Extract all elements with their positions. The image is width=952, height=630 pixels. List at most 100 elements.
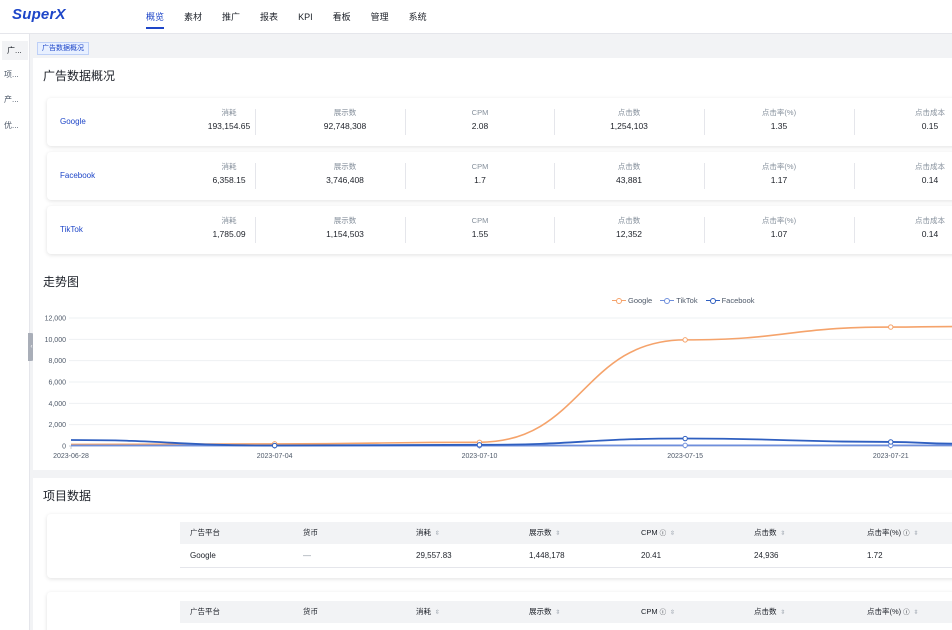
column-header-cpm[interactable]: CPM ⓘ ⇳: [641, 522, 675, 545]
sort-icon[interactable]: ⇳: [670, 531, 676, 537]
info-icon[interactable]: ⓘ: [659, 530, 667, 537]
metric-label: 点击率(%): [761, 162, 797, 171]
platform-name: TikTok: [60, 225, 83, 234]
breadcrumb-tag-ad-overview[interactable]: 广告数据概况: [37, 42, 89, 55]
metric-value: 12,352: [616, 229, 642, 239]
metric-value: 6,358.15: [212, 175, 246, 185]
metric-spend: 消耗 6,358.15: [154, 161, 304, 187]
x-tick-label: 2023-07-15: [667, 453, 703, 460]
nav-item-promotion[interactable]: 推广: [222, 12, 241, 22]
metric-spend: 消耗 1,785.09: [154, 215, 304, 241]
sort-icon[interactable]: ⇳: [555, 610, 561, 616]
sidebar-item-ad-overview[interactable]: 广...: [2, 41, 28, 60]
column-header-label: 消耗: [416, 528, 431, 537]
metric-spend: 消耗 193,154.65: [154, 107, 304, 133]
column-header-label: 点击率(%): [867, 607, 902, 616]
sort-icon[interactable]: ⇳: [670, 610, 676, 616]
legend-label: Facebook: [721, 296, 755, 305]
divider: [554, 109, 555, 135]
metric-cpm: CPM 2.08: [405, 107, 555, 133]
top-navigation-bar: SuperX 概览 素材 推广 报表 KPI 看板 管理 系统: [0, 0, 952, 34]
metric-ctr: 点击率(%) 1.07: [704, 215, 854, 241]
sidebar-item-optimization[interactable]: 优...: [4, 121, 19, 130]
legend-label: Google: [628, 296, 653, 305]
info-icon[interactable]: ⓘ: [659, 609, 667, 616]
sort-icon[interactable]: ⇳: [555, 531, 561, 537]
cell-impressions: 1,448,178: [529, 551, 565, 560]
table-row[interactable]: Google — 29,557.83 1,448,178 20.41 24,93…: [180, 544, 952, 568]
metric-label: 消耗: [221, 108, 237, 117]
info-icon[interactable]: ⓘ: [903, 609, 910, 616]
nav-item-management[interactable]: 管理: [370, 12, 389, 22]
metric-label: CPM: [471, 162, 489, 171]
x-tick-label: 2023-07-21: [873, 453, 909, 460]
metric-value: 1,254,103: [610, 121, 648, 131]
sidebar-item-products[interactable]: 产...: [4, 95, 19, 104]
metric-clicks: 点击数 12,352: [554, 215, 704, 241]
divider: [854, 217, 855, 243]
project-table: 广告平台 货币 消耗 ⇳ 展示数 ⇳ CPM ⓘ ⇳ 点击数 ⇳ 点击率(%) ⓘ ⇳ Goo…: [180, 522, 952, 568]
metric-value: 1.55: [471, 229, 489, 239]
nav-item-creatives[interactable]: 素材: [184, 12, 203, 22]
sort-icon[interactable]: ⇳: [435, 610, 441, 616]
sidebar-item-projects[interactable]: 项...: [4, 70, 19, 79]
metric-label: 点击成本: [915, 216, 945, 225]
sort-icon[interactable]: ⇳: [435, 531, 441, 537]
column-header-currency: 货币: [303, 528, 318, 537]
cell-cpm: 20.41: [641, 551, 662, 560]
x-tick-label: 2023-06-28: [53, 453, 89, 460]
metric-label: 点击率(%): [761, 216, 797, 225]
legend-item-tiktok[interactable]: TikTok: [660, 296, 698, 305]
platform-card-facebook: Facebook 消耗 6,358.15 展示数 3,746,408 CPM 1.7 …: [47, 152, 952, 200]
nav-item-kpi[interactable]: KPI: [298, 12, 313, 22]
sidebar-collapse-handle[interactable]: ‹: [28, 333, 35, 361]
app-logo[interactable]: SuperX: [12, 6, 66, 23]
data-point: [888, 324, 894, 330]
nav-item-reports[interactable]: 报表: [260, 12, 279, 22]
info-icon[interactable]: ⓘ: [903, 530, 910, 537]
column-header-clicks[interactable]: 点击数 ⇳: [754, 601, 786, 624]
column-header-cpm[interactable]: CPM ⓘ ⇳: [641, 601, 675, 624]
legend-item-facebook[interactable]: Facebook: [705, 296, 755, 305]
metric-value: 2.08: [471, 121, 489, 131]
column-header-spend[interactable]: 消耗 ⇳: [416, 522, 440, 545]
legend-item-google[interactable]: Google: [612, 296, 652, 305]
column-header-label: CPM: [641, 528, 658, 537]
column-header-impressions[interactable]: 展示数 ⇳: [529, 522, 561, 545]
data-point: [682, 337, 688, 343]
column-header-clicks[interactable]: 点击数 ⇳: [754, 522, 786, 545]
data-point: [271, 442, 278, 449]
column-header-impressions[interactable]: 展示数 ⇳: [529, 601, 561, 624]
divider: [255, 217, 256, 243]
nav-item-overview[interactable]: 概览: [146, 0, 165, 34]
column-header-label: 展示数: [529, 528, 552, 537]
column-header-spend[interactable]: 消耗 ⇳: [416, 601, 440, 624]
column-header-ctr[interactable]: 点击率(%) ⓘ ⇳: [867, 522, 919, 545]
column-header-label: 点击数: [754, 528, 777, 537]
legend-swatch: [612, 297, 626, 305]
sort-icon[interactable]: ⇳: [913, 610, 919, 616]
cell-ctr: 1.72: [867, 551, 883, 560]
sort-icon[interactable]: ⇳: [780, 531, 786, 537]
y-tick-label: 8,000: [48, 358, 66, 365]
data-point: [682, 435, 688, 442]
metric-label: 展示数: [333, 216, 357, 225]
metric-label: 点击数: [617, 216, 641, 225]
metric-value: 1.7: [474, 175, 486, 185]
y-tick-label: 6,000: [48, 380, 66, 387]
left-sidebar: 广... 项... 产... 优...: [0, 34, 30, 630]
metric-label: 展示数: [333, 162, 357, 171]
sort-icon[interactable]: ⇳: [780, 610, 786, 616]
project-table-card: 广告平台 货币 消耗 ⇳ 展示数 ⇳ CPM ⓘ ⇳ 点击数 ⇳ 点击率(%) ⓘ ⇳: [47, 592, 952, 630]
sort-icon[interactable]: ⇳: [913, 531, 919, 537]
column-header-ctr[interactable]: 点击率(%) ⓘ ⇳: [867, 601, 919, 624]
nav-item-system[interactable]: 系统: [408, 12, 427, 22]
metric-cpc: 点击成本 0.15: [855, 107, 952, 133]
metric-value: 1.17: [770, 175, 788, 185]
metric-cpm: CPM 1.7: [405, 161, 555, 187]
nav-item-dashboard[interactable]: 看板: [332, 12, 351, 22]
divider: [405, 163, 406, 189]
metric-label: CPM: [471, 216, 489, 225]
metric-value: 0.14: [921, 229, 939, 239]
platform-name: Google: [60, 117, 86, 126]
